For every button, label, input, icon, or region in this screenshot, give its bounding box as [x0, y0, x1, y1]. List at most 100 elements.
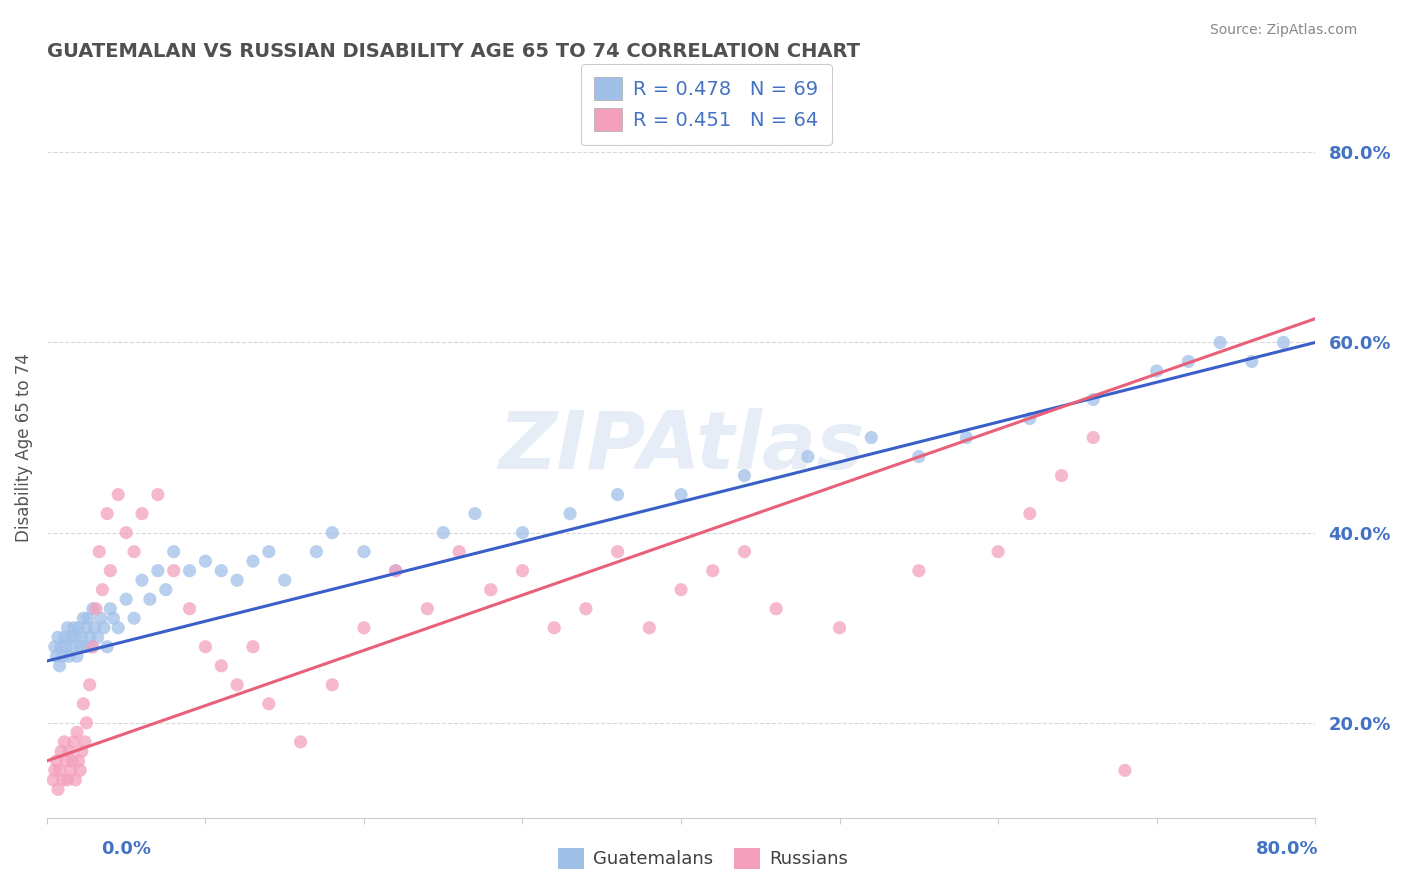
Point [163, 564, 186, 578]
Point [955, 431, 977, 445]
Point [1272, 335, 1295, 350]
Point [908, 564, 931, 578]
Point [60, 640, 83, 654]
Point [1018, 411, 1040, 425]
Point [79, 630, 101, 644]
Point [52, 649, 75, 664]
Point [257, 697, 280, 711]
Point [226, 573, 249, 587]
Point [45, 649, 67, 664]
Point [90, 611, 112, 625]
Point [139, 592, 162, 607]
Point [257, 544, 280, 558]
Point [86, 630, 108, 644]
Point [98, 601, 121, 615]
Point [73, 640, 96, 654]
Legend: R = 0.478   N = 69, R = 0.451   N = 64: R = 0.478 N = 69, R = 0.451 N = 64 [581, 63, 832, 145]
Point [44, 640, 66, 654]
Point [179, 601, 201, 615]
Point [77, 611, 100, 625]
Point [733, 468, 755, 483]
Point [65, 630, 87, 644]
Point [1240, 354, 1263, 368]
Point [60, 754, 83, 768]
Point [321, 678, 343, 692]
Point [765, 601, 787, 615]
Point [558, 507, 581, 521]
Point [449, 544, 471, 558]
Point [69, 764, 91, 778]
Point [669, 582, 692, 597]
Text: 80.0%: 80.0% [1256, 840, 1319, 858]
Point [72, 697, 94, 711]
Point [122, 611, 145, 625]
Point [273, 573, 295, 587]
Point [1083, 392, 1105, 407]
Point [131, 573, 153, 587]
Point [66, 649, 89, 664]
Point [72, 611, 94, 625]
Point [987, 544, 1010, 558]
Point [79, 678, 101, 692]
Point [194, 554, 217, 568]
Point [702, 564, 724, 578]
Point [122, 544, 145, 558]
Point [76, 621, 98, 635]
Point [53, 735, 76, 749]
Text: GUATEMALAN VS RUSSIAN DISABILITY AGE 65 TO 74 CORRELATION CHART: GUATEMALAN VS RUSSIAN DISABILITY AGE 65 … [46, 42, 860, 61]
Point [179, 564, 201, 578]
Point [55, 754, 77, 768]
Point [49, 640, 72, 654]
Point [1018, 507, 1040, 521]
Point [48, 658, 70, 673]
Point [82, 601, 104, 615]
Point [131, 507, 153, 521]
Point [290, 735, 312, 749]
Point [384, 564, 406, 578]
Point [103, 611, 125, 625]
Point [52, 772, 75, 787]
Point [55, 640, 77, 654]
Point [96, 640, 118, 654]
Point [58, 649, 80, 664]
Point [1083, 431, 1105, 445]
Point [242, 554, 264, 568]
Point [76, 715, 98, 730]
Point [908, 450, 931, 464]
Point [58, 744, 80, 758]
Point [1114, 764, 1136, 778]
Legend: Guatemalans, Russians: Guatemalans, Russians [551, 840, 855, 876]
Point [91, 582, 114, 597]
Point [70, 630, 93, 644]
Point [512, 564, 534, 578]
Point [353, 544, 375, 558]
Point [53, 630, 76, 644]
Point [242, 640, 264, 654]
Point [669, 487, 692, 501]
Point [1177, 354, 1199, 368]
Point [83, 621, 105, 635]
Point [1050, 468, 1073, 483]
Point [464, 507, 486, 521]
Point [67, 754, 90, 768]
Point [115, 592, 138, 607]
Point [82, 640, 104, 654]
Point [479, 582, 502, 597]
Point [63, 621, 86, 635]
Point [432, 525, 454, 540]
Point [606, 544, 628, 558]
Point [63, 735, 86, 749]
Point [353, 621, 375, 635]
Point [209, 658, 232, 673]
Point [146, 564, 169, 578]
Point [512, 525, 534, 540]
Text: Source: ZipAtlas.com: Source: ZipAtlas.com [1209, 23, 1357, 37]
Point [59, 630, 82, 644]
Point [80, 640, 103, 654]
Point [194, 640, 217, 654]
Point [56, 772, 79, 787]
Point [305, 544, 328, 558]
Point [46, 782, 69, 797]
Text: ZIPAtlas: ZIPAtlas [498, 408, 865, 486]
Point [321, 525, 343, 540]
